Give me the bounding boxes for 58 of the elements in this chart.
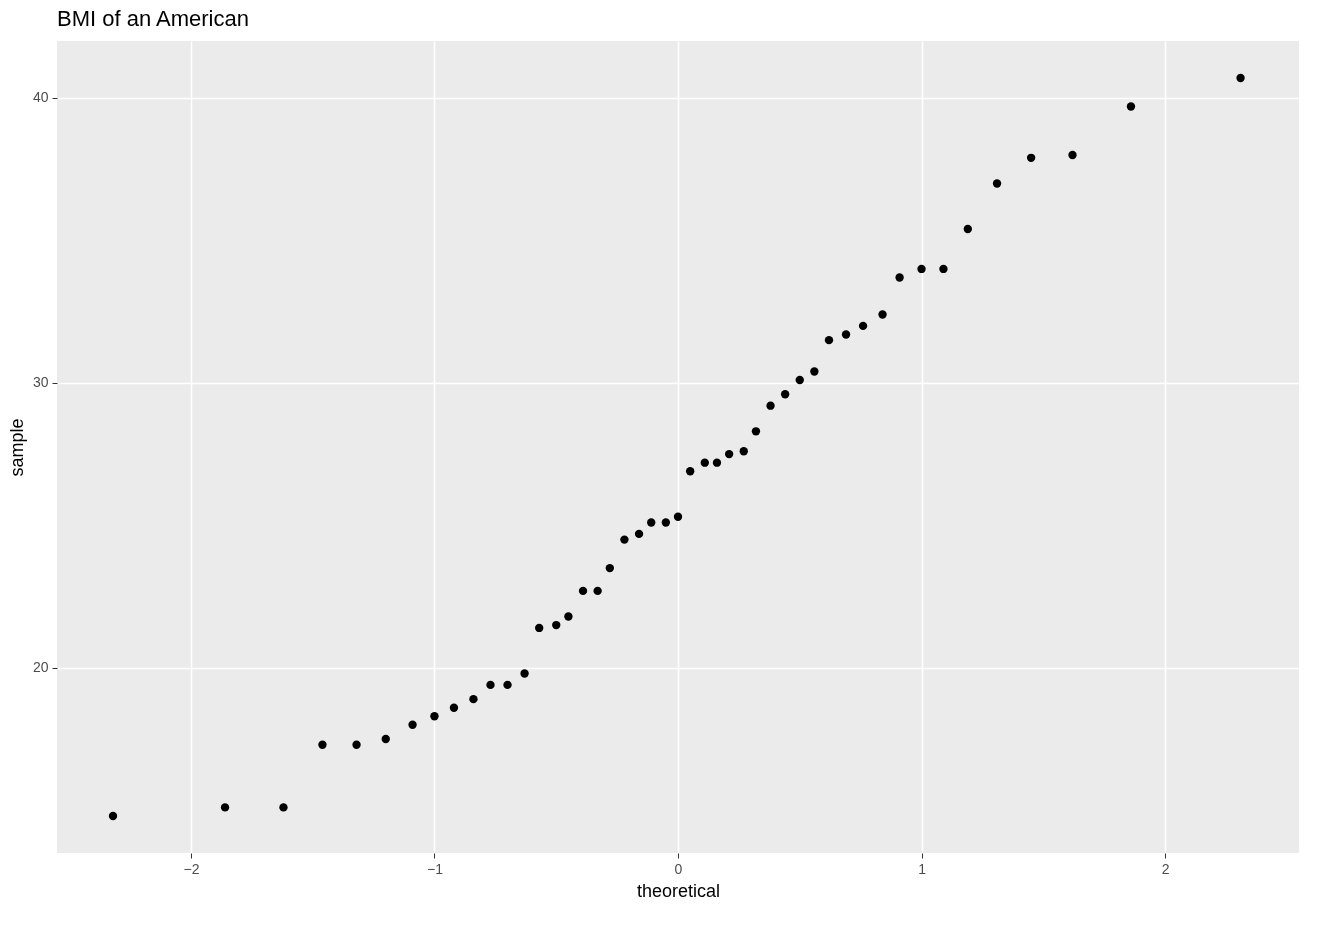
chart-title: BMI of an American [57, 6, 249, 31]
point [661, 518, 671, 527]
point [810, 367, 819, 376]
point [634, 529, 644, 539]
point [824, 335, 834, 345]
y-tick-label: 40 [32, 89, 49, 106]
point [751, 427, 761, 436]
y-axis-title: sample [6, 418, 27, 477]
point [605, 563, 614, 573]
point [895, 273, 904, 282]
x-tick-label: 0 [674, 860, 683, 877]
point [220, 803, 230, 812]
point [279, 803, 288, 812]
x-axis-title: theoretical [636, 880, 721, 901]
point [449, 703, 459, 712]
point [685, 467, 695, 476]
point [352, 740, 361, 749]
point [858, 321, 868, 331]
x-tick-label: −1 [426, 860, 444, 877]
point [1068, 150, 1077, 160]
point [878, 310, 887, 319]
point [739, 447, 748, 456]
point [578, 586, 588, 596]
point [939, 264, 948, 274]
point [712, 458, 722, 467]
x-tick-label: −2 [183, 860, 200, 877]
point [917, 264, 926, 274]
point [108, 811, 118, 821]
point [620, 535, 629, 544]
point [552, 620, 561, 630]
point [430, 712, 439, 721]
point [963, 224, 972, 234]
y-tick-label: 20 [32, 659, 49, 676]
point [780, 390, 790, 399]
point [318, 740, 327, 749]
point [795, 375, 804, 385]
point [1236, 73, 1245, 83]
point [992, 179, 1002, 188]
point [673, 512, 683, 521]
point [535, 623, 544, 633]
x-tick-label: 1 [918, 860, 927, 877]
point [381, 734, 390, 744]
point [564, 612, 573, 621]
point [766, 401, 775, 410]
point [700, 458, 709, 467]
point [486, 680, 495, 690]
point [841, 330, 851, 339]
point [469, 694, 478, 704]
point [1126, 102, 1136, 111]
point [408, 720, 417, 729]
point [520, 669, 529, 678]
point [593, 586, 602, 596]
x-tick-label: 2 [1161, 860, 1170, 877]
point [503, 680, 512, 690]
point [724, 449, 734, 459]
y-tick-label: 30 [32, 374, 49, 391]
point [1026, 153, 1036, 162]
point [647, 518, 656, 527]
